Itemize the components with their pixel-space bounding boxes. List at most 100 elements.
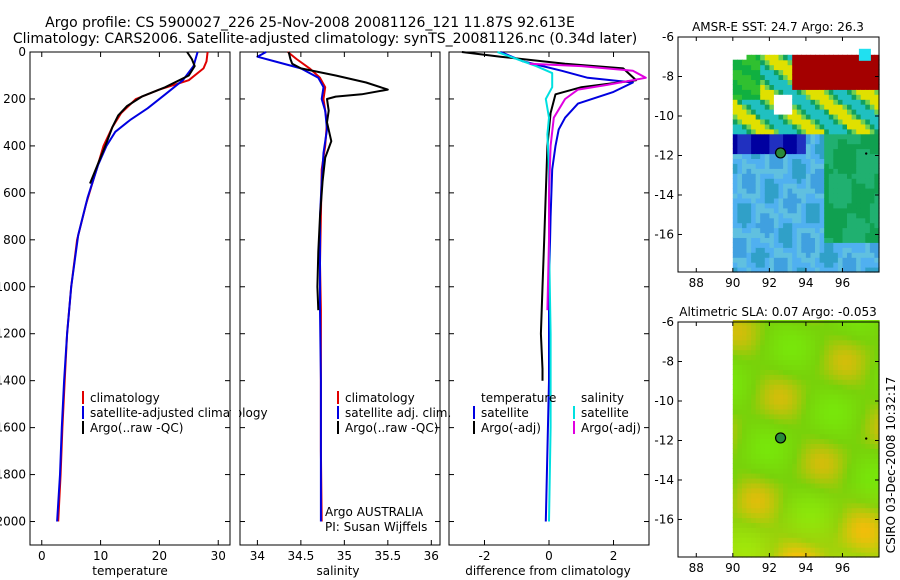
heatmap-cell (833, 379, 839, 385)
heatmap-cell (865, 143, 871, 150)
heatmap-cell (773, 84, 780, 90)
heatmap-cell (773, 158, 780, 164)
heatmap-cell (819, 138, 825, 145)
heatmap-cell (851, 349, 857, 356)
heatmap-cell (865, 458, 871, 464)
heatmap-cell (787, 114, 793, 120)
heatmap-cell (828, 128, 834, 135)
heatmap-cell (865, 153, 871, 159)
heatmap-cell (860, 173, 866, 179)
heatmap-cell (769, 222, 775, 229)
heatmap-cell (860, 329, 866, 336)
heatmap-cell (815, 448, 821, 454)
heatmap-cell (860, 463, 866, 469)
heatmap-cell (742, 163, 748, 169)
heatmap-cell (856, 217, 862, 224)
heatmap-cell (810, 217, 816, 224)
heatmap-cell (869, 473, 876, 479)
heatmap-cell (760, 502, 766, 509)
heatmap-cell (851, 188, 857, 194)
heatmap-cell (783, 413, 789, 420)
heatmap-cell (874, 267, 880, 273)
heatmap-cell (815, 374, 821, 380)
heatmap-cell (874, 389, 880, 395)
heatmap-cell (815, 232, 821, 238)
heatmap-cell (824, 138, 830, 145)
heatmap-cell (742, 473, 748, 479)
heatmap-cell (837, 502, 844, 509)
heatmap-cell (810, 59, 816, 66)
heatmap-cell (751, 339, 757, 346)
heatmap-cell (865, 527, 871, 533)
heatmap-cell (760, 148, 766, 155)
heatmap-cell (783, 178, 789, 184)
heatmap-cell (778, 123, 784, 130)
heatmap-cell (760, 364, 766, 370)
heatmap-cell (792, 168, 798, 174)
heatmap-cell (792, 542, 798, 548)
heatmap-cell (801, 349, 807, 356)
heatmap-cell (778, 384, 784, 390)
heatmap-cell (815, 64, 821, 71)
heatmap-cell (828, 183, 834, 189)
heatmap-cell (847, 497, 853, 504)
heatmap-cell (874, 453, 880, 459)
heatmap-cell (856, 389, 862, 395)
heatmap-cell (828, 267, 834, 273)
heatmap-cell (792, 458, 798, 464)
heatmap-cell (760, 79, 766, 85)
heatmap-cell (819, 423, 825, 430)
heatmap-cell (742, 497, 748, 504)
heatmap-cell (769, 482, 775, 489)
heatmap-cell (805, 114, 812, 120)
heatmap-cell (833, 89, 839, 95)
heatmap-cell (769, 247, 775, 253)
heatmap-cell (810, 349, 816, 356)
heatmap-cell (751, 507, 757, 514)
heatmap-cell (837, 487, 844, 494)
heatmap-cell (796, 552, 802, 558)
heatmap-cell (801, 512, 807, 519)
legend-heading-temperature: temperature (481, 391, 556, 405)
heatmap-cell (773, 552, 780, 558)
heatmap-cell (851, 418, 857, 425)
heatmap-cell (837, 339, 844, 346)
heatmap-cell (801, 193, 807, 199)
heatmap-cell (865, 64, 871, 71)
heatmap-cell (742, 247, 748, 253)
heatmap-cell (737, 143, 743, 150)
heatmap-cell (796, 482, 802, 489)
heatmap-cell (828, 143, 834, 150)
heatmap-cell (837, 262, 844, 268)
heatmap-cell (732, 153, 738, 159)
heatmap-cell (751, 143, 757, 150)
heatmap-cell (833, 74, 839, 80)
heatmap-cell (824, 542, 830, 548)
heatmap-cell (815, 69, 821, 76)
heatmap-cell (732, 527, 738, 533)
heatmap-cell (828, 207, 834, 214)
heatmap-cell (764, 354, 770, 361)
heatmap-cell (783, 128, 789, 135)
heatmap-cell (833, 173, 839, 179)
heatmap-cell (860, 168, 866, 174)
heatmap-cell (787, 482, 793, 489)
heatmap-cell (787, 325, 793, 331)
heatmap-cell (815, 247, 821, 253)
heatmap-cell (742, 252, 748, 258)
heatmap-cell (732, 532, 738, 538)
heatmap-cell (842, 123, 848, 130)
heatmap-cell (783, 443, 789, 449)
heatmap-cell (742, 143, 748, 150)
heatmap-cell (742, 482, 748, 489)
heatmap-cell (778, 99, 784, 105)
heatmap-cell (851, 478, 857, 484)
heatmap-cell (732, 453, 738, 459)
heatmap-cell (833, 334, 839, 341)
heatmap-cell (837, 458, 844, 464)
heatmap-cell (865, 237, 871, 243)
heatmap-cell (860, 537, 866, 543)
heatmap-cell (869, 359, 876, 365)
heatmap-cell (837, 532, 844, 538)
heatmap-cell (792, 537, 798, 543)
